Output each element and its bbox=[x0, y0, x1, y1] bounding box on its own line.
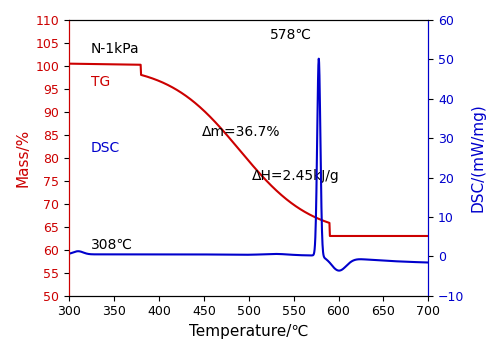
Text: TG: TG bbox=[90, 75, 110, 89]
Y-axis label: DSC/(mW/mg): DSC/(mW/mg) bbox=[470, 103, 485, 212]
Text: 308℃: 308℃ bbox=[90, 238, 132, 252]
X-axis label: Temperature/℃: Temperature/℃ bbox=[189, 324, 308, 339]
Text: DSC: DSC bbox=[90, 141, 120, 155]
Text: N-1kPa: N-1kPa bbox=[90, 42, 140, 56]
Text: 578℃: 578℃ bbox=[270, 28, 312, 42]
Text: ΔH=2.45kJ/g: ΔH=2.45kJ/g bbox=[252, 169, 340, 183]
Y-axis label: Mass/%: Mass/% bbox=[15, 129, 30, 187]
Text: Δm=36.7%: Δm=36.7% bbox=[202, 125, 280, 139]
